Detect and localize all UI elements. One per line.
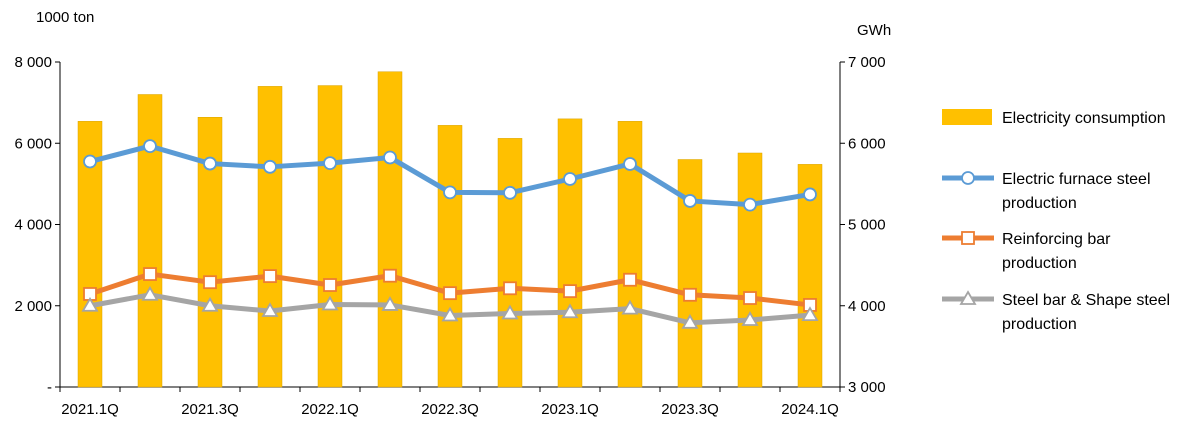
series-point-2 <box>81 296 99 312</box>
series-point-2 <box>141 285 159 301</box>
legend-label-line: production <box>1002 195 1077 212</box>
series-point-1 <box>263 269 277 283</box>
right-tick-label: 7 000 <box>848 54 886 71</box>
left-tick-label: 6 000 <box>14 135 52 152</box>
series-point-2 <box>501 304 519 320</box>
left-axis-unit: 1000 ton <box>36 9 94 26</box>
series-point-1 <box>683 287 697 302</box>
electricity-bar <box>557 118 583 388</box>
x-tick-label: 2022.1Q <box>301 401 359 418</box>
series-point-2 <box>381 296 399 311</box>
x-tick-label: 2023.3Q <box>661 401 719 418</box>
right-tick-label: 6 000 <box>848 135 886 152</box>
legend-label-line: Reinforcing bar <box>1002 231 1111 248</box>
series-point-1 <box>563 284 577 299</box>
series-point-1 <box>143 267 157 281</box>
series-point-0 <box>203 156 217 171</box>
series-point-0 <box>683 194 697 208</box>
x-tick-label: 2024.1Q <box>781 401 839 418</box>
series-point-2 <box>561 303 579 319</box>
series-point-0 <box>803 187 817 202</box>
series-point-2 <box>681 314 699 329</box>
legend-label-line: Steel bar & Shape steel <box>1002 292 1170 309</box>
left-tick-label: 8 000 <box>14 54 52 71</box>
series-point-2 <box>261 302 279 317</box>
left-tick-label: 4 000 <box>14 217 52 234</box>
series-point-0 <box>383 150 397 165</box>
electricity-bar <box>137 94 163 388</box>
legend: Electricity consumption Electric furnace … <box>942 109 1170 333</box>
series-point-0 <box>503 185 517 200</box>
electricity-bar <box>497 138 523 388</box>
series-point-1 <box>503 281 517 296</box>
right-tick-label: 3 000 <box>848 379 886 396</box>
series-point-0 <box>443 185 457 200</box>
electricity-bar <box>437 125 463 388</box>
series-point-1 <box>203 275 217 290</box>
series-point-1 <box>323 278 337 292</box>
left-tick-label: 2 000 <box>14 298 52 315</box>
x-tick-label: 2023.1Q <box>541 401 599 418</box>
electricity-bar <box>377 71 403 388</box>
legend-swatch-bar <box>942 109 992 125</box>
left-tick-label: - <box>47 379 52 396</box>
series-point-0 <box>263 159 277 174</box>
legend-marker-2 <box>959 290 977 305</box>
electricity-bar <box>797 164 823 388</box>
legend-label-line: Electric furnace steel <box>1002 171 1151 188</box>
legend-marker-0 <box>961 171 975 185</box>
series-point-0 <box>83 154 97 169</box>
series-point-0 <box>143 139 157 153</box>
electricity-bar <box>257 86 283 388</box>
series-point-1 <box>743 291 757 305</box>
series-point-1 <box>443 286 457 301</box>
legend-label-line: production <box>1002 316 1077 333</box>
tick-labels-layer: - 2 000 4 000 6 000 8 000 3 000 4 000 5 000 6 00… <box>14 54 885 418</box>
x-tick-label: 2022.3Q <box>421 401 479 418</box>
bar-series-layer <box>77 71 823 388</box>
x-tick-label: 2021.3Q <box>181 401 239 418</box>
right-tick-label: 4 000 <box>848 298 886 315</box>
right-tick-label: 5 000 <box>848 217 886 234</box>
series-point-1 <box>383 268 397 283</box>
right-axis-unit: GWh <box>857 22 891 39</box>
series-point-2 <box>741 311 759 326</box>
series-point-0 <box>563 172 577 186</box>
electricity-bar <box>737 152 763 388</box>
series-point-0 <box>323 156 337 171</box>
series-point-2 <box>621 299 639 315</box>
line-series-layer <box>81 139 819 329</box>
series-point-0 <box>743 197 757 212</box>
series-point-2 <box>801 306 819 321</box>
legend-marker-1 <box>961 231 975 245</box>
series-point-2 <box>321 295 339 311</box>
series-point-2 <box>441 306 459 322</box>
series-point-0 <box>623 157 637 171</box>
series-point-1 <box>623 272 637 287</box>
legend-label-bar: Electricity consumption <box>1002 110 1166 127</box>
electricity-bar <box>317 85 343 388</box>
x-tick-label: 2021.1Q <box>61 401 119 418</box>
series-point-2 <box>201 296 219 312</box>
legend-label-line: production <box>1002 255 1077 272</box>
